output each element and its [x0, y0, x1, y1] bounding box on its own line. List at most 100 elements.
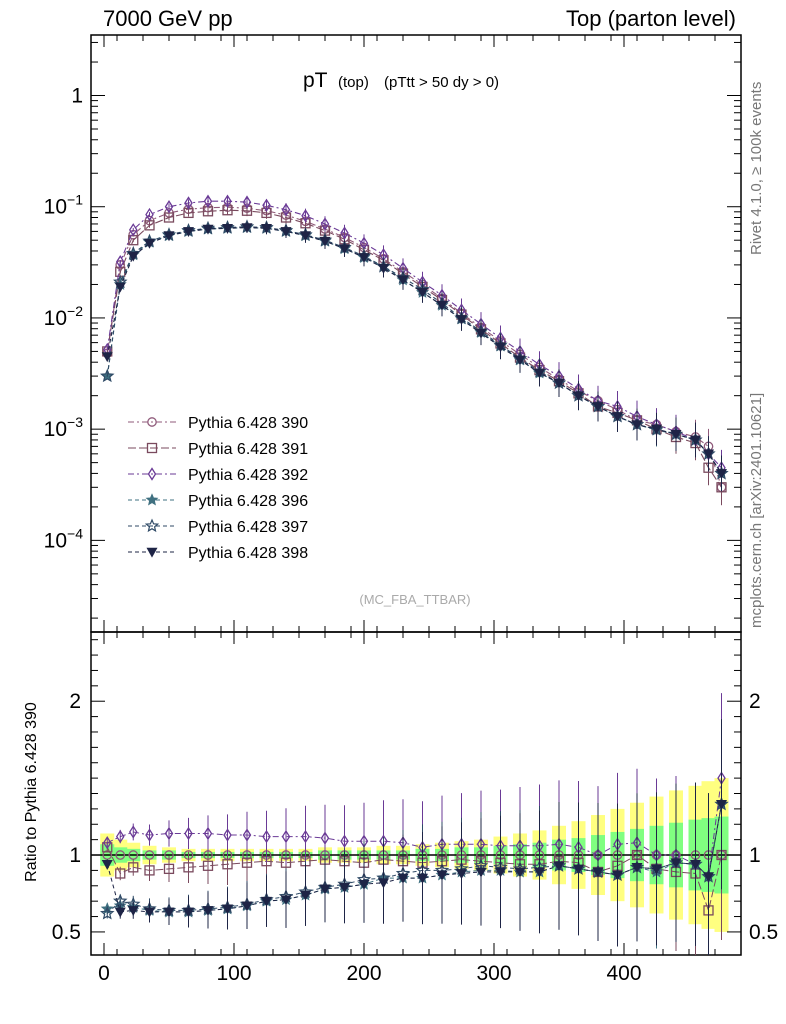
- main-data-point: [475, 328, 487, 339]
- ratio-series-line: [106, 847, 722, 913]
- main-data-point: [631, 420, 643, 431]
- main-data-point: [455, 315, 468, 326]
- main-data-point: [260, 223, 273, 234]
- legend-label: Pythia 6.428 391: [188, 441, 308, 458]
- legend-marker: [147, 467, 157, 481]
- ratio-series-line: [106, 804, 722, 913]
- ratio-data-point: [553, 861, 565, 872]
- legend-label: Pythia 6.428 390: [188, 415, 308, 432]
- y-tick-label-main: 10−1: [44, 192, 84, 219]
- ratio-data-point: [592, 867, 604, 878]
- main-plot-frame: [90, 34, 742, 633]
- ratio-data-point: [202, 906, 214, 917]
- chart-title-sub: (top): [338, 74, 369, 91]
- main-data-point: [416, 288, 429, 298]
- main-data-point: [203, 194, 213, 208]
- main-series-line: [106, 226, 722, 474]
- ratio-series-6: [101, 719, 728, 955]
- y-tick-label-ratio-right: 2: [749, 690, 761, 713]
- x-tick-label: 0: [98, 962, 110, 985]
- ratio-data-point: [715, 799, 728, 810]
- main-data-point: [572, 391, 585, 402]
- main-data-point: [262, 198, 271, 213]
- x-tick-label: 400: [606, 962, 641, 985]
- main-data-point: [241, 223, 253, 234]
- ratio-data-point: [301, 829, 310, 844]
- main-data-point: [338, 244, 351, 255]
- ratio-data-point: [221, 904, 234, 915]
- ratio-data-point: [281, 829, 291, 844]
- legend-label: Pythia 6.428 396: [188, 493, 308, 510]
- main-data-point: [592, 402, 604, 413]
- ratio-data-point: [183, 862, 194, 873]
- main-data-point: [115, 255, 125, 269]
- main-data-point: [397, 275, 409, 286]
- main-data-point: [202, 224, 214, 235]
- ratio-data-point: [222, 859, 233, 870]
- header-left-label: 7000 GeV pp: [103, 6, 233, 31]
- main-series-line: [106, 226, 722, 474]
- ratio-data-point: [115, 868, 126, 879]
- ratio-series-line: [107, 778, 722, 878]
- legend-marker: [146, 547, 158, 558]
- ratio-data-point: [320, 831, 330, 845]
- ratio-data-point: [455, 869, 468, 880]
- y-tick-label-main: 10−4: [44, 525, 84, 552]
- header-right-label: Top (parton level): [566, 6, 736, 31]
- main-data-point: [650, 424, 663, 435]
- y-tick-label-main: 10−2: [44, 303, 84, 330]
- ratio-data-point: [358, 879, 370, 890]
- main-data-point: [145, 207, 154, 222]
- main-data-point: [358, 253, 370, 264]
- legend-entry: Pythia 6.428 397: [128, 518, 308, 536]
- main-data-point: [301, 209, 310, 223]
- main-data-point: [340, 226, 349, 240]
- ratio-data-point: [203, 826, 213, 841]
- main-series-line: [106, 226, 722, 474]
- main-data-point: [281, 203, 291, 217]
- main-series-line: [106, 209, 722, 488]
- main-data-point: [299, 231, 312, 242]
- ratio-data-point: [128, 825, 138, 839]
- legend-entry: Pythia 6.428 398: [128, 545, 308, 562]
- main-data-point: [715, 469, 728, 480]
- ratio-data-point: [533, 867, 546, 878]
- ratio-ref-point: [144, 850, 155, 860]
- main-data-point: [128, 223, 138, 237]
- ratio-data-point: [611, 870, 624, 881]
- ratio-data-point: [262, 829, 271, 844]
- main-data-point: [320, 217, 330, 231]
- y-tick-label-ratio: 0.5: [52, 921, 81, 944]
- ratio-data-point: [184, 826, 193, 841]
- legend-marker: [147, 417, 157, 427]
- main-series-1: [102, 202, 727, 506]
- ratio-data-point: [144, 865, 155, 876]
- main-data-point: [494, 342, 507, 353]
- legend-label: Pythia 6.428 392: [188, 467, 308, 484]
- main-series-line: [106, 200, 722, 469]
- main-data-point: [99, 368, 115, 383]
- main-data-point: [143, 238, 156, 249]
- ratio-data-point: [670, 858, 682, 869]
- ratio-data-point: [115, 829, 125, 844]
- ratio-data-point: [475, 867, 487, 878]
- ratio-data-point: [223, 828, 232, 842]
- ratio-data-point: [689, 859, 702, 870]
- x-tick-label: 200: [346, 962, 381, 985]
- ratio-data-point: [242, 828, 252, 842]
- ratio-data-point: [397, 873, 409, 884]
- ratio-data-point: [114, 907, 126, 918]
- legend-entry: Pythia 6.428 396: [128, 493, 308, 510]
- main-data-point: [514, 355, 526, 366]
- ratio-data-point: [340, 834, 349, 848]
- main-data-point: [611, 412, 624, 423]
- ratio-data-point: [101, 859, 113, 870]
- main-data-point: [164, 200, 174, 214]
- legend-entry: Pythia 6.428 392: [128, 467, 308, 484]
- main-series-2: [102, 205, 727, 506]
- main-data-point: [553, 378, 565, 389]
- y-tick-label-ratio: 2: [69, 690, 81, 713]
- ratio-data-point: [128, 862, 139, 873]
- main-data-point: [114, 282, 126, 293]
